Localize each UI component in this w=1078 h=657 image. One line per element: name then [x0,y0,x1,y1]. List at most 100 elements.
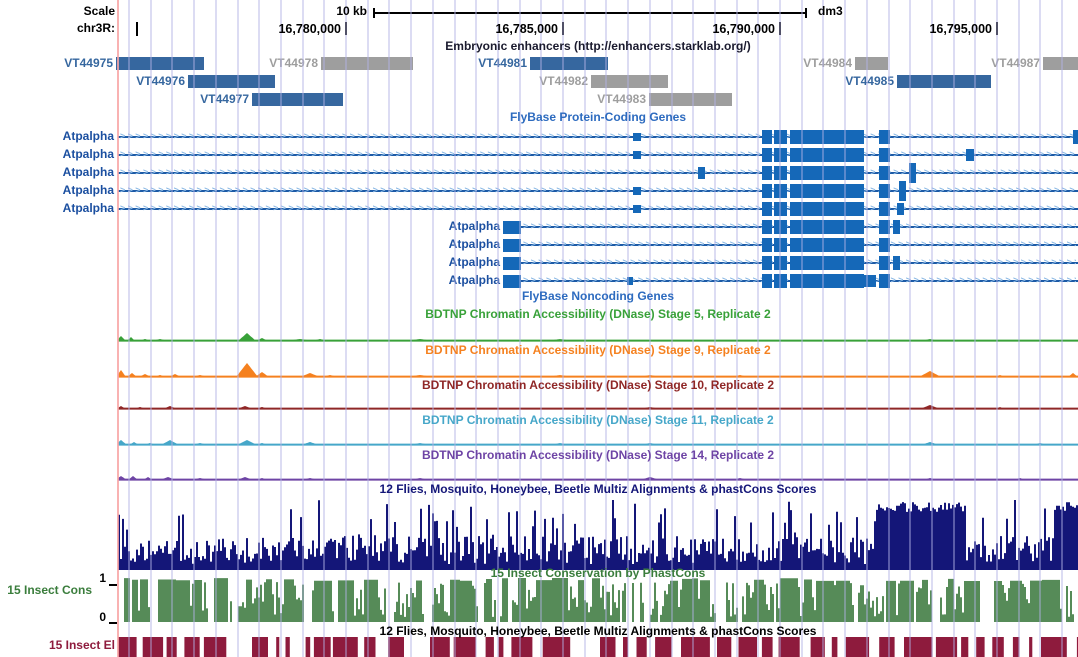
enhancer-item-label[interactable]: VT44975 [64,56,113,70]
exon-block [1073,130,1078,144]
enhancer-item-bar[interactable] [530,57,608,70]
gene-label[interactable]: Atpalpha [62,183,114,197]
coordinate-tick [779,22,781,35]
transcript-row[interactable]: >>>>>>>>>>>>>>>>>>>>>>>>>>>>>>>>>>>>>>>>… [0,198,1078,220]
transcript-start-exon [503,220,521,234]
exon-block [698,167,705,179]
enhancer-item-bar[interactable] [855,57,888,70]
exon-block [879,220,890,234]
enhancer-item-label[interactable]: VT44987 [991,56,1040,70]
exon-block [762,256,772,270]
wiggle-track-stage14[interactable] [0,464,1078,482]
conserved-elements-track[interactable] [0,637,1078,657]
transcript-line [118,154,1078,156]
transcript-row[interactable]: >>>>>>>>>>>>>>>>>>>>>>>>>>>>>>>>>>>>>>>>… [0,270,1078,292]
conservation-histogram[interactable] [0,578,1078,622]
wiggle-track-stage10[interactable] [0,393,1078,411]
transcript-start-exon [503,274,521,288]
wiggle-track-stage9[interactable] [0,361,1078,379]
multiz-histogram[interactable] [0,498,1078,570]
exon-block [762,130,772,144]
coordinate-tick [996,22,998,35]
exon-block [774,274,787,288]
exon-block [790,256,864,270]
transcript-row[interactable]: >>>>>>>>>>>>>>>>>>>>>>>>>>>>>>>>>>>>>>>>… [0,216,1078,238]
exon-block [879,130,890,144]
gene-label[interactable]: Atpalpha [62,201,114,215]
transcript-row[interactable]: >>>>>>>>>>>>>>>>>>>>>>>>>>>>>>>>>>>>>>>>… [0,234,1078,256]
signal-path [118,500,1078,570]
enhancer-item-label[interactable]: VT44984 [803,56,852,70]
enhancer-item-bar[interactable] [116,57,204,70]
exon-block [897,203,904,215]
exon-block [774,166,787,180]
enhancer-item-bar[interactable] [321,57,413,70]
exon-block [863,275,876,287]
enhancer-item-bar[interactable] [1043,57,1078,70]
transcript-line [118,208,1078,210]
transcript-row[interactable]: >>>>>>>>>>>>>>>>>>>>>>>>>>>>>>>>>>>>>>>>… [0,126,1078,148]
exon-block [790,220,864,234]
gene-label[interactable]: Atpalpha [448,255,500,269]
gene-label[interactable]: Atpalpha [448,219,500,233]
gene-label[interactable]: Atpalpha [448,273,500,287]
exon-block [762,166,772,180]
exon-block [774,184,787,198]
enhancer-item-label[interactable]: VT44977 [200,92,249,106]
exon-block [879,166,890,180]
exon-block [762,238,772,252]
transcript-direction-arrows: >>>>>>>>>>>>>>>>>>>>>>>>>>>>>>>>>>>>>>>>… [120,150,1076,159]
transcript-row[interactable]: >>>>>>>>>>>>>>>>>>>>>>>>>>>>>>>>>>>>>>>>… [0,252,1078,274]
transcript-line [118,190,1078,192]
enhancer-item-label[interactable]: VT44983 [597,92,646,106]
exon-block [762,274,772,288]
coordinate-tick [345,22,347,35]
exon-block [790,166,864,180]
exon-block [762,202,772,216]
signal-path [118,440,1078,445]
transcript-row[interactable]: >>>>>>>>>>>>>>>>>>>>>>>>>>>>>>>>>>>>>>>>… [0,144,1078,166]
enhancer-item-label[interactable]: VT44985 [845,74,894,88]
exon-block [790,274,864,288]
gene-label[interactable]: Atpalpha [62,165,114,179]
enhancer-item-label[interactable]: VT44976 [136,74,185,88]
exon-block [790,238,864,252]
signal-path [118,476,1078,480]
exon-block [879,148,890,162]
gene-label[interactable]: Atpalpha [62,129,114,143]
exon-block [899,181,906,201]
wiggle-track-stage11[interactable] [0,429,1078,447]
gene-label[interactable]: Atpalpha [62,147,114,161]
exon-block [762,148,772,162]
signal-path [118,339,1078,342]
enhancer-item-bar[interactable] [897,75,991,88]
enhancer-item-bar[interactable] [252,93,343,106]
enhancer-item-label[interactable]: VT44982 [539,74,588,88]
ruler-start-tick [136,22,138,36]
scale-bar-end-tick [373,8,375,18]
exon-block [879,184,890,198]
transcript-line [118,136,1078,138]
transcript-row[interactable]: >>>>>>>>>>>>>>>>>>>>>>>>>>>>>>>>>>>>>>>>… [0,180,1078,202]
wiggle-track-stage5[interactable] [0,325,1078,343]
enhancer-item-bar[interactable] [591,75,668,88]
exon-block [774,202,787,216]
gene-label[interactable]: Atpalpha [448,237,500,251]
exon-block [774,130,787,144]
exon-block [633,205,641,213]
exon-block [879,256,890,270]
enhancer-item-label[interactable]: VT44981 [478,56,527,70]
enhancer-item-bar[interactable] [649,93,732,106]
transcript-direction-arrows: >>>>>>>>>>>>>>>>>>>>>>>>>>>>>>>>>>>>>>>>… [120,204,1076,213]
exon-block [627,277,633,285]
enhancer-item-label[interactable]: VT44978 [269,56,318,70]
exon-block [790,130,864,144]
transcript-row[interactable]: >>>>>>>>>>>>>>>>>>>>>>>>>>>>>>>>>>>>>>>>… [0,162,1078,184]
exon-block [633,133,641,141]
conservation-axis-tick-top [109,584,117,586]
transcript-direction-arrows: >>>>>>>>>>>>>>>>>>>>>>>>>>>>>>>>>>>>>>>>… [120,168,1076,177]
exon-block [966,149,974,161]
enhancer-item-bar[interactable] [188,75,275,88]
